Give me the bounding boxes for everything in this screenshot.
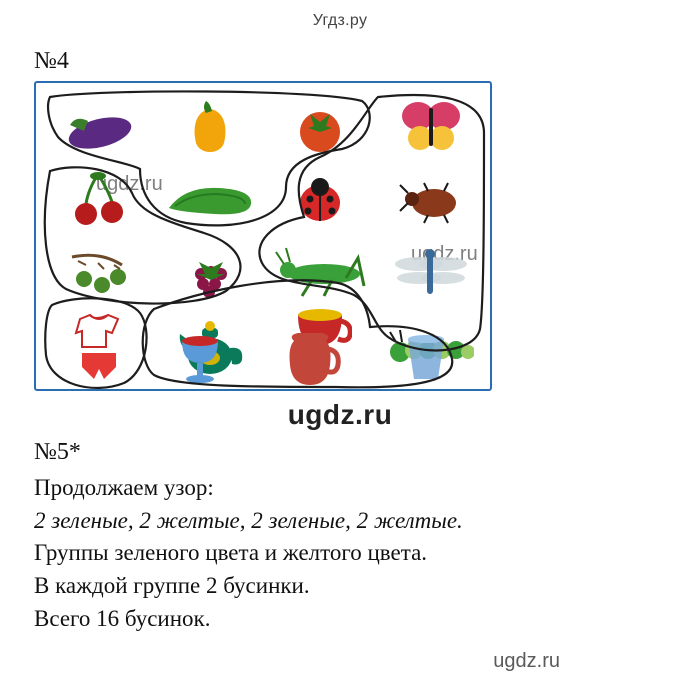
site-header: Угдз.ру [34,12,646,30]
task4-label: №4 [34,48,646,75]
tomato-icon [267,93,374,160]
cherries-icon [46,166,153,233]
raspberry-icon [157,240,264,307]
gooseberry-icon [46,240,153,307]
bottom-watermark: ugdz.ru [493,650,560,673]
task5-label: №5* [34,439,646,466]
shirt-shorts-icon [46,313,153,383]
butterfly-icon [378,93,485,160]
cucumber-icon [157,166,264,233]
cup-icon [267,295,374,365]
beetle-icon [378,166,485,233]
pepper-icon [157,93,264,160]
task5-pattern: 2 зеленые, 2 желтые, 2 зеленые, 2 желтые… [34,505,646,538]
ladybug-icon [267,166,374,233]
task5-line-1: Группы зеленого цвета и желтого цвета. [34,537,646,570]
eggplant-icon [46,93,153,160]
items-grid [36,83,490,389]
caterpillar-icon [378,313,485,383]
task5-intro: Продолжаем узор: [34,472,646,505]
task5-line-3: Всего 16 бусинок. [34,603,646,636]
task4-box: ugdz.ru ugdz.ru [34,81,492,391]
teapot-icon [157,313,264,383]
dragonfly-icon [378,240,485,307]
big-watermark: ugdz.ru [34,399,646,431]
task5-line-2: В каждой группе 2 бусинки. [34,570,646,603]
task5-answer: Продолжаем узор: 2 зеленые, 2 желтые, 2 … [34,472,646,635]
